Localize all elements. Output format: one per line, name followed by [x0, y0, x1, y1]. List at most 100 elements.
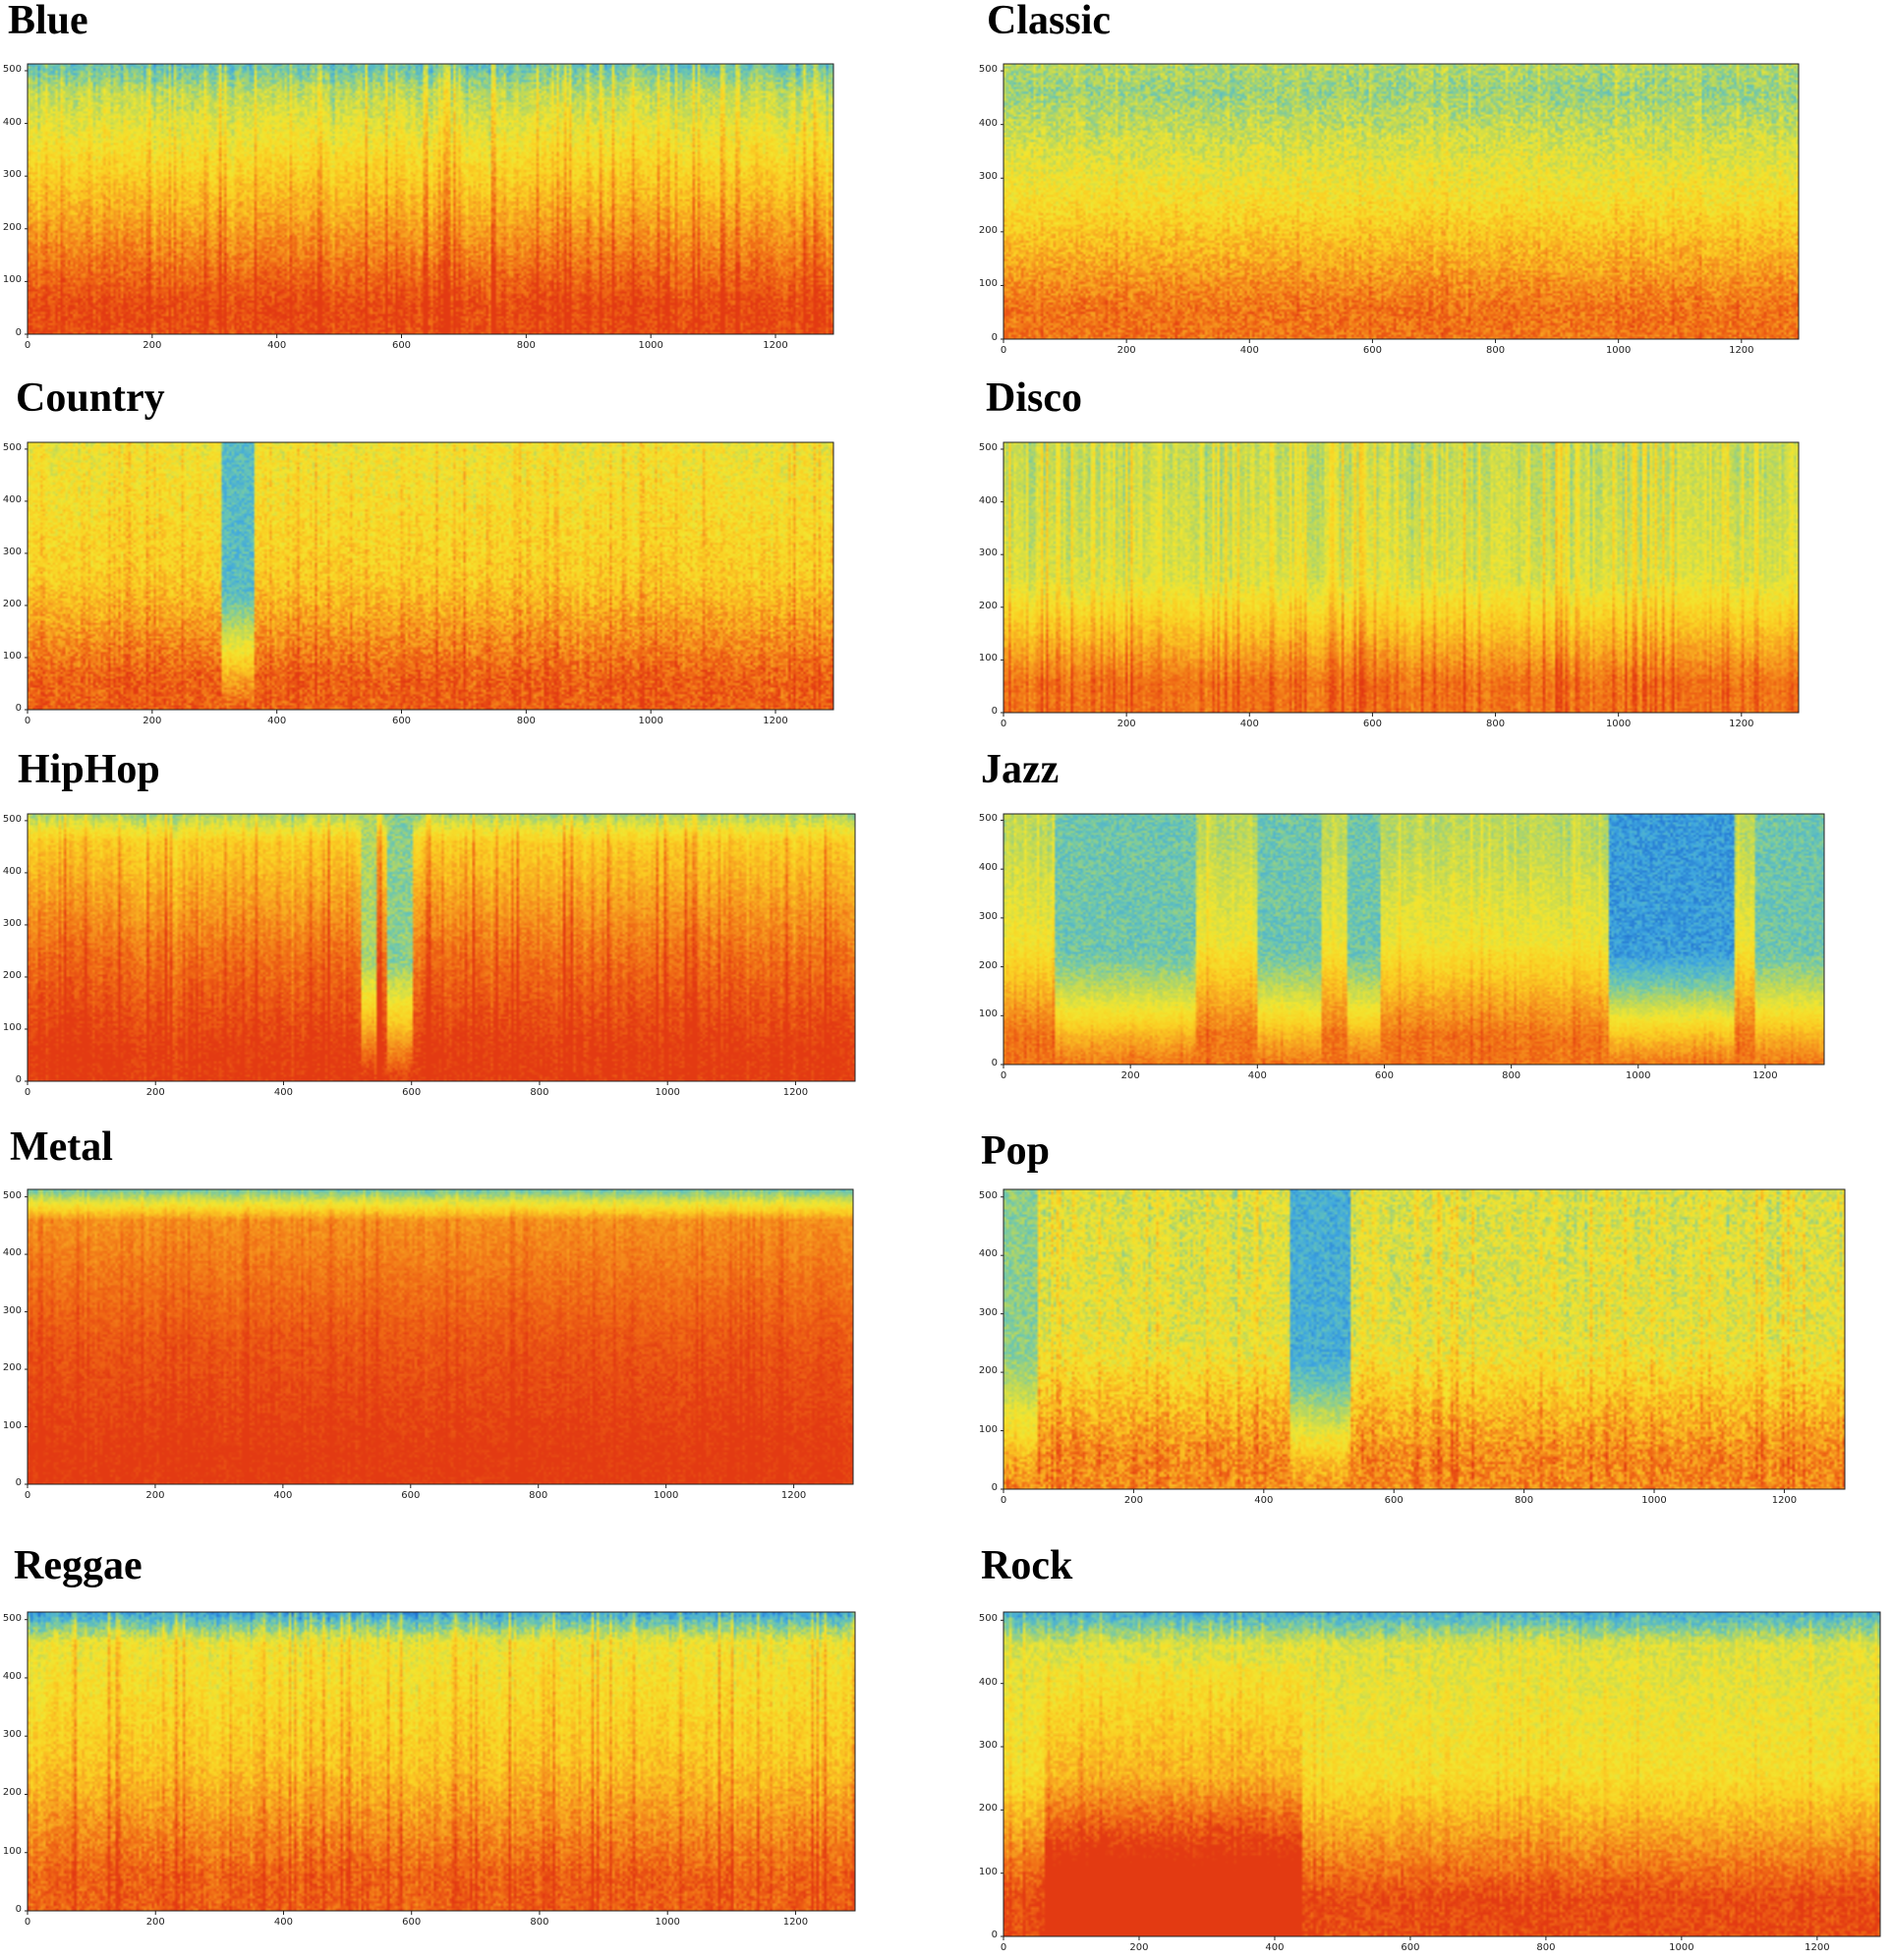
spectrogram-hiphop: 0 200 400 600 800 1000 1200 — [25, 813, 856, 1098]
y-tick-label: 200 — [978, 1803, 998, 1815]
heatmap-image-country — [28, 442, 833, 710]
x-tick-label: 0 — [1001, 345, 1006, 356]
x-tick-label: 0 — [1001, 1070, 1006, 1081]
x-tick-label: 800 — [1536, 1942, 1555, 1953]
y-tick-label: 100 — [2, 1845, 22, 1857]
y-tick-label: 500 — [978, 1189, 998, 1201]
y-tick-label: 200 — [2, 598, 22, 609]
x-tick-label: 200 — [146, 1087, 165, 1098]
x-tick-label: 600 — [1385, 1495, 1404, 1506]
plot-frame — [1003, 1188, 1846, 1490]
x-tick-label: 600 — [392, 340, 411, 351]
y-tick-label: 0 — [15, 703, 22, 714]
x-tick-label: 200 — [143, 716, 161, 726]
y-tick-label: 0 — [991, 1482, 998, 1493]
x-tick-label: 600 — [402, 1917, 421, 1928]
y-tick-label: 200 — [978, 224, 998, 236]
x-tick-label: 1000 — [1669, 1942, 1693, 1953]
panel-title-rock: Rock — [981, 1543, 1073, 1588]
x-tick-label: 0 — [25, 716, 30, 726]
x-tick-label: 800 — [517, 340, 536, 351]
x-tick-label: 1000 — [1606, 719, 1631, 729]
y-tick-label: 300 — [2, 1304, 22, 1316]
y-tick-label: 300 — [2, 1729, 22, 1741]
y-tick-label: 100 — [978, 653, 998, 664]
y-tick-label: 100 — [2, 650, 22, 662]
y-tick-label: 300 — [978, 1306, 998, 1318]
x-tick-label: 1000 — [655, 1917, 679, 1928]
y-tick-label: 100 — [978, 1423, 998, 1435]
y-tick-label: 0 — [991, 1930, 998, 1940]
heatmap-image-disco — [1003, 442, 1799, 713]
panel-title-metal: Metal — [10, 1124, 113, 1170]
x-tick-label: 200 — [143, 340, 161, 351]
y-tick-label: 0 — [15, 1074, 22, 1085]
x-tick-label: 1200 — [783, 1087, 808, 1098]
y-tick-label: 500 — [978, 64, 998, 76]
x-tick-label: 1200 — [763, 716, 787, 726]
x-tick-label: 0 — [25, 1917, 30, 1928]
y-tick-label: 400 — [2, 493, 22, 505]
x-tick-label: 1000 — [654, 1490, 678, 1501]
spectrogram-classic: 0 200 400 600 800 1000 1200 — [1001, 63, 1800, 356]
plot-frame — [27, 1188, 854, 1485]
x-tick-label: 1000 — [638, 716, 662, 726]
y-tick-label: 100 — [978, 1866, 998, 1877]
x-tick-label: 200 — [1124, 1495, 1143, 1506]
y-tick-label: 300 — [978, 548, 998, 559]
x-tick-label: 400 — [274, 1917, 293, 1928]
y-tick-label: 200 — [2, 1362, 22, 1374]
plot-frame — [1003, 63, 1800, 340]
x-tick-label: 1200 — [1805, 1942, 1829, 1953]
heatmap-image-hiphop — [28, 814, 855, 1081]
x-tick-label: 400 — [274, 1087, 293, 1098]
x-tick-label: 200 — [146, 1917, 165, 1928]
y-tick-label: 400 — [2, 116, 22, 128]
x-tick-label: 800 — [1486, 719, 1505, 729]
y-tick-label: 500 — [2, 63, 22, 75]
y-tick-label: 0 — [15, 1904, 22, 1915]
panel-title-hiphop: HipHop — [18, 747, 160, 792]
y-tick-label: 200 — [978, 959, 998, 971]
y-tick-label: 200 — [978, 600, 998, 611]
y-tick-label: 300 — [978, 1740, 998, 1752]
x-tick-label: 1000 — [655, 1087, 679, 1098]
panel-title-pop: Pop — [981, 1128, 1051, 1174]
x-tick-label: 800 — [1486, 345, 1505, 356]
x-tick-label: 0 — [25, 1087, 30, 1098]
x-tick-label: 800 — [530, 1087, 548, 1098]
x-tick-label: 0 — [1001, 1942, 1006, 1953]
x-tick-label: 400 — [1254, 1495, 1273, 1506]
x-tick-label: 0 — [25, 340, 30, 351]
plot-frame — [27, 63, 834, 335]
x-tick-label: 1200 — [1729, 719, 1753, 729]
panel-title-country: Country — [16, 375, 165, 421]
x-tick-label: 800 — [1515, 1495, 1533, 1506]
y-tick-label: 200 — [2, 1787, 22, 1799]
spectrogram-country: 0 200 400 600 800 1000 1200 — [25, 441, 834, 726]
x-tick-label: 0 — [25, 1490, 30, 1501]
x-tick-label: 0 — [1001, 1495, 1006, 1506]
x-tick-label: 800 — [529, 1490, 547, 1501]
y-tick-label: 200 — [2, 969, 22, 981]
y-tick-label: 400 — [978, 1676, 998, 1688]
spectrogram-reggae: 0 200 400 600 800 1000 1200 — [25, 1611, 856, 1928]
panel-title-disco: Disco — [986, 375, 1082, 421]
x-tick-label: 600 — [401, 1490, 420, 1501]
x-tick-label: 600 — [1363, 719, 1382, 729]
y-tick-label: 400 — [978, 862, 998, 874]
y-tick-label: 400 — [2, 865, 22, 877]
x-tick-label: 400 — [267, 716, 286, 726]
x-tick-label: 600 — [402, 1087, 421, 1098]
y-tick-label: 100 — [978, 1009, 998, 1020]
spectrogram-rock: 0 200 400 600 800 1000 1200 — [1001, 1611, 1881, 1953]
y-tick-label: 500 — [978, 813, 998, 825]
y-tick-label: 0 — [15, 1477, 22, 1488]
y-tick-label: 100 — [978, 278, 998, 290]
x-tick-label: 200 — [1118, 345, 1136, 356]
y-tick-label: 300 — [978, 171, 998, 183]
y-tick-label: 0 — [991, 706, 998, 717]
x-tick-label: 1200 — [1772, 1495, 1797, 1506]
plot-frame — [1003, 813, 1825, 1066]
x-tick-label: 1200 — [781, 1490, 806, 1501]
